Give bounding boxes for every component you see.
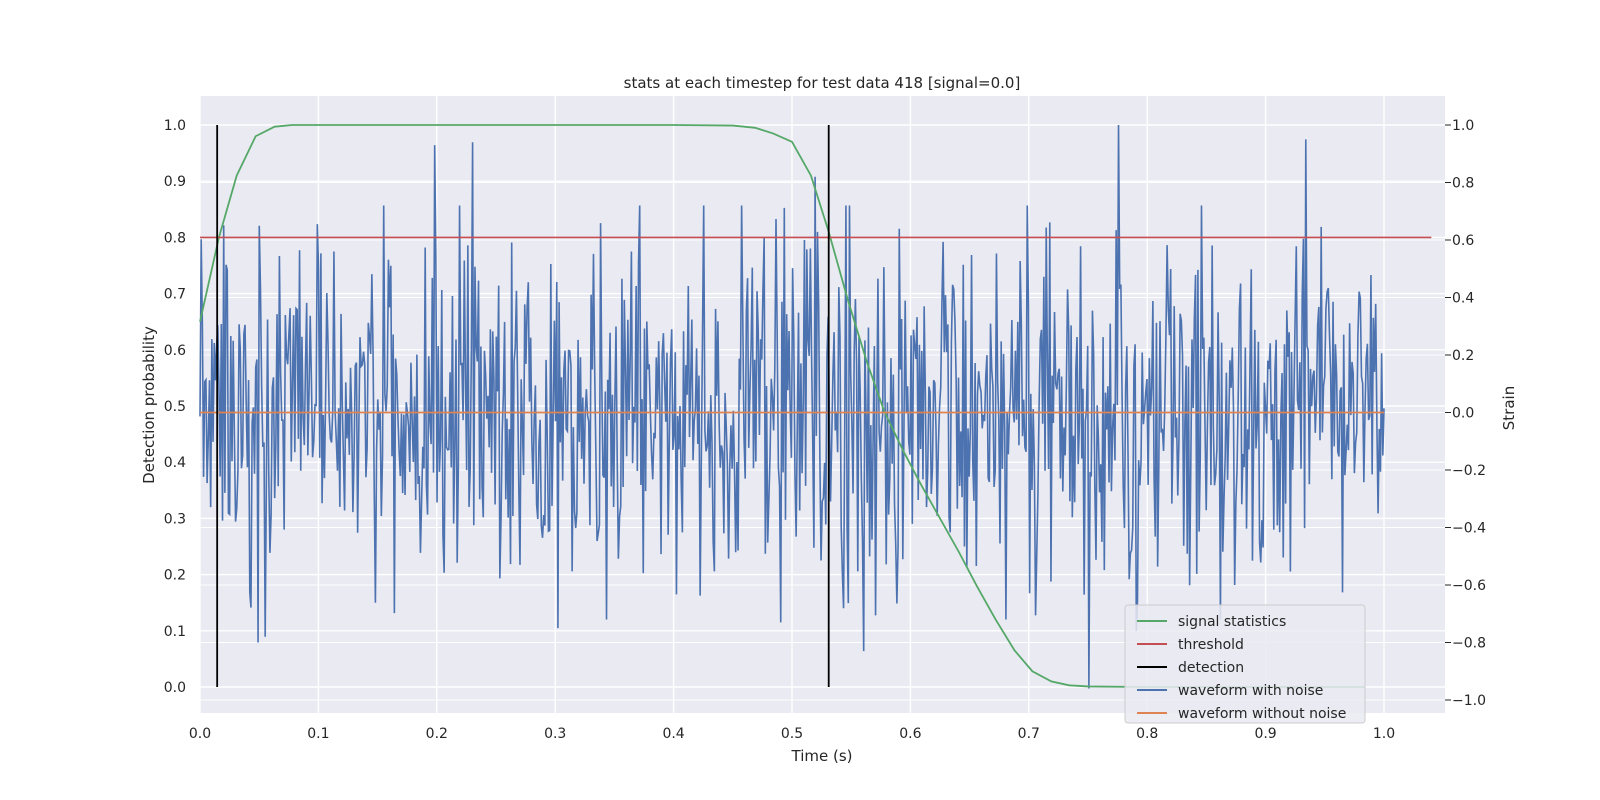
y-tick-label: 0.2: [164, 568, 186, 584]
x-tick-label: 0.8: [1136, 726, 1158, 742]
y-axis-left: 0.0 0.1 0.2 0.3 0.4 0.5 0.6 0.7 0.8 0.9 1.0: [164, 118, 186, 696]
y2-tick-label: −0.8: [1452, 636, 1486, 652]
legend-box: [1124, 604, 1366, 724]
y2-tick-label: −0.2: [1452, 463, 1486, 479]
signal-statistics-line: [199, 124, 1366, 688]
y2-tick-label: −0.4: [1452, 521, 1486, 537]
y-tick-label: 0.5: [164, 399, 186, 415]
waveform-with-noise-line: [199, 124, 1385, 689]
x-tick-label: 0.7: [1018, 726, 1040, 742]
x-tick-label: 0.5: [781, 726, 803, 742]
x-tick-label: 0.6: [899, 726, 921, 742]
y2-tick-label: 0.0: [1452, 406, 1474, 422]
y-tick-label: 0.3: [164, 511, 186, 527]
y2-tick-label: −1.0: [1452, 693, 1486, 709]
y-tick-label: 0.6: [164, 343, 186, 359]
y2-tick-label: −0.6: [1452, 578, 1486, 594]
legend-label: threshold: [1178, 637, 1244, 653]
y-tick-label: 1.0: [164, 118, 186, 134]
y2-tick-label: 0.4: [1452, 291, 1474, 307]
y-axis-label: Detection probability: [140, 326, 158, 484]
x-tick-label: 0.9: [1254, 726, 1276, 742]
y-tick-label: 0.8: [164, 230, 186, 246]
chart-title: stats at each timestep for test data 418…: [624, 74, 1021, 92]
y2-tick-label: 0.8: [1452, 176, 1474, 192]
series-layer: [199, 124, 1432, 688]
y-tick-label: 0.4: [164, 455, 186, 471]
y-axis-right: −1.0 −0.8 −0.6 −0.4 −0.2 0.0 0.2 0.4 0.6 0.8 1.0: [1445, 118, 1486, 709]
y-tick-label: 0.7: [164, 287, 186, 303]
legend: signal statistics threshold detection wavef…: [1124, 604, 1366, 724]
y-tick-label: 0.1: [164, 624, 186, 640]
legend-label: signal statistics: [1178, 614, 1286, 630]
x-tick-label: 0.0: [189, 726, 211, 742]
x-tick-label: 0.3: [544, 726, 566, 742]
x-axis: 0.0 0.1 0.2 0.3 0.4 0.5 0.6 0.7 0.8 0.9 1.0: [189, 726, 1395, 742]
y-tick-label: 0.9: [164, 174, 186, 190]
noise-layer: [199, 124, 1385, 689]
x-axis-label: Time (s): [791, 747, 853, 765]
x-tick-label: 0.4: [662, 726, 684, 742]
y2-tick-label: 0.2: [1452, 348, 1474, 364]
y2-tick-label: 0.6: [1452, 233, 1474, 249]
x-tick-label: 0.2: [426, 726, 448, 742]
legend-label: detection: [1178, 660, 1244, 676]
legend-label: waveform without noise: [1178, 706, 1346, 722]
y2-tick-label: 1.0: [1452, 118, 1474, 134]
x-tick-label: 1.0: [1373, 726, 1395, 742]
x-tick-label: 0.1: [307, 726, 329, 742]
y2-axis-label: Strain: [1500, 386, 1518, 430]
y-tick-label: 0.0: [164, 680, 186, 696]
legend-label: waveform with noise: [1178, 683, 1323, 699]
